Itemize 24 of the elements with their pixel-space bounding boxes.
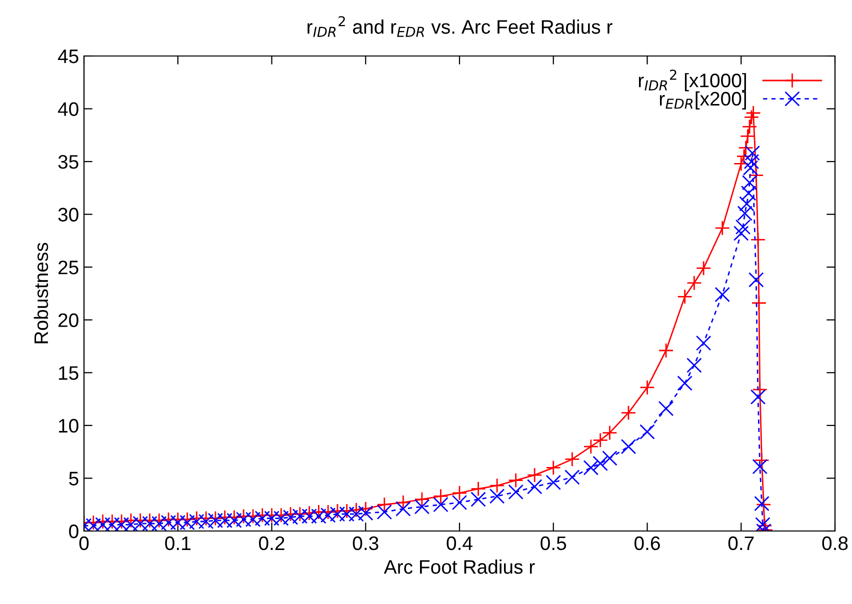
y-tick-label: 45: [58, 50, 78, 64]
x-tick-label: 0.3: [352, 536, 378, 550]
x-tick-label: 0: [79, 536, 89, 550]
y-tick-label: 5: [69, 472, 78, 486]
y-tick-label: 25: [58, 260, 78, 274]
y-axis-title: Robustness: [34, 242, 48, 344]
x-tick-label: 0.7: [728, 536, 754, 550]
y-tick-label: 30: [58, 208, 78, 222]
y-tick-label: 0: [69, 524, 78, 538]
legend-label: r$_{EDR}$[x200]: [660, 91, 746, 110]
y-tick-label: 10: [58, 418, 78, 433]
x-tick-label: 0.6: [634, 536, 660, 550]
y-tick-label: 15: [58, 366, 78, 380]
x-tick-label: 0.2: [258, 536, 284, 550]
x-tick-label: 0.8: [822, 536, 848, 550]
y-tick-label: 20: [58, 313, 78, 328]
x-axis-title: Arc Foot Radius r: [384, 560, 535, 574]
legend-label: r$_{IDR}$$^{2}$ [x1000]: [638, 70, 746, 92]
x-tick-label: 0.4: [446, 536, 472, 550]
chart-title: r$_{IDR}$$^{2}$ and r$_{EDR}$ vs. Arc Feet Radius r: [308, 16, 612, 37]
y-tick-label: 40: [58, 102, 78, 116]
y-tick-label: 35: [58, 155, 78, 169]
x-tick-label: 0.5: [540, 536, 566, 550]
x-tick-label: 0.1: [165, 536, 190, 550]
